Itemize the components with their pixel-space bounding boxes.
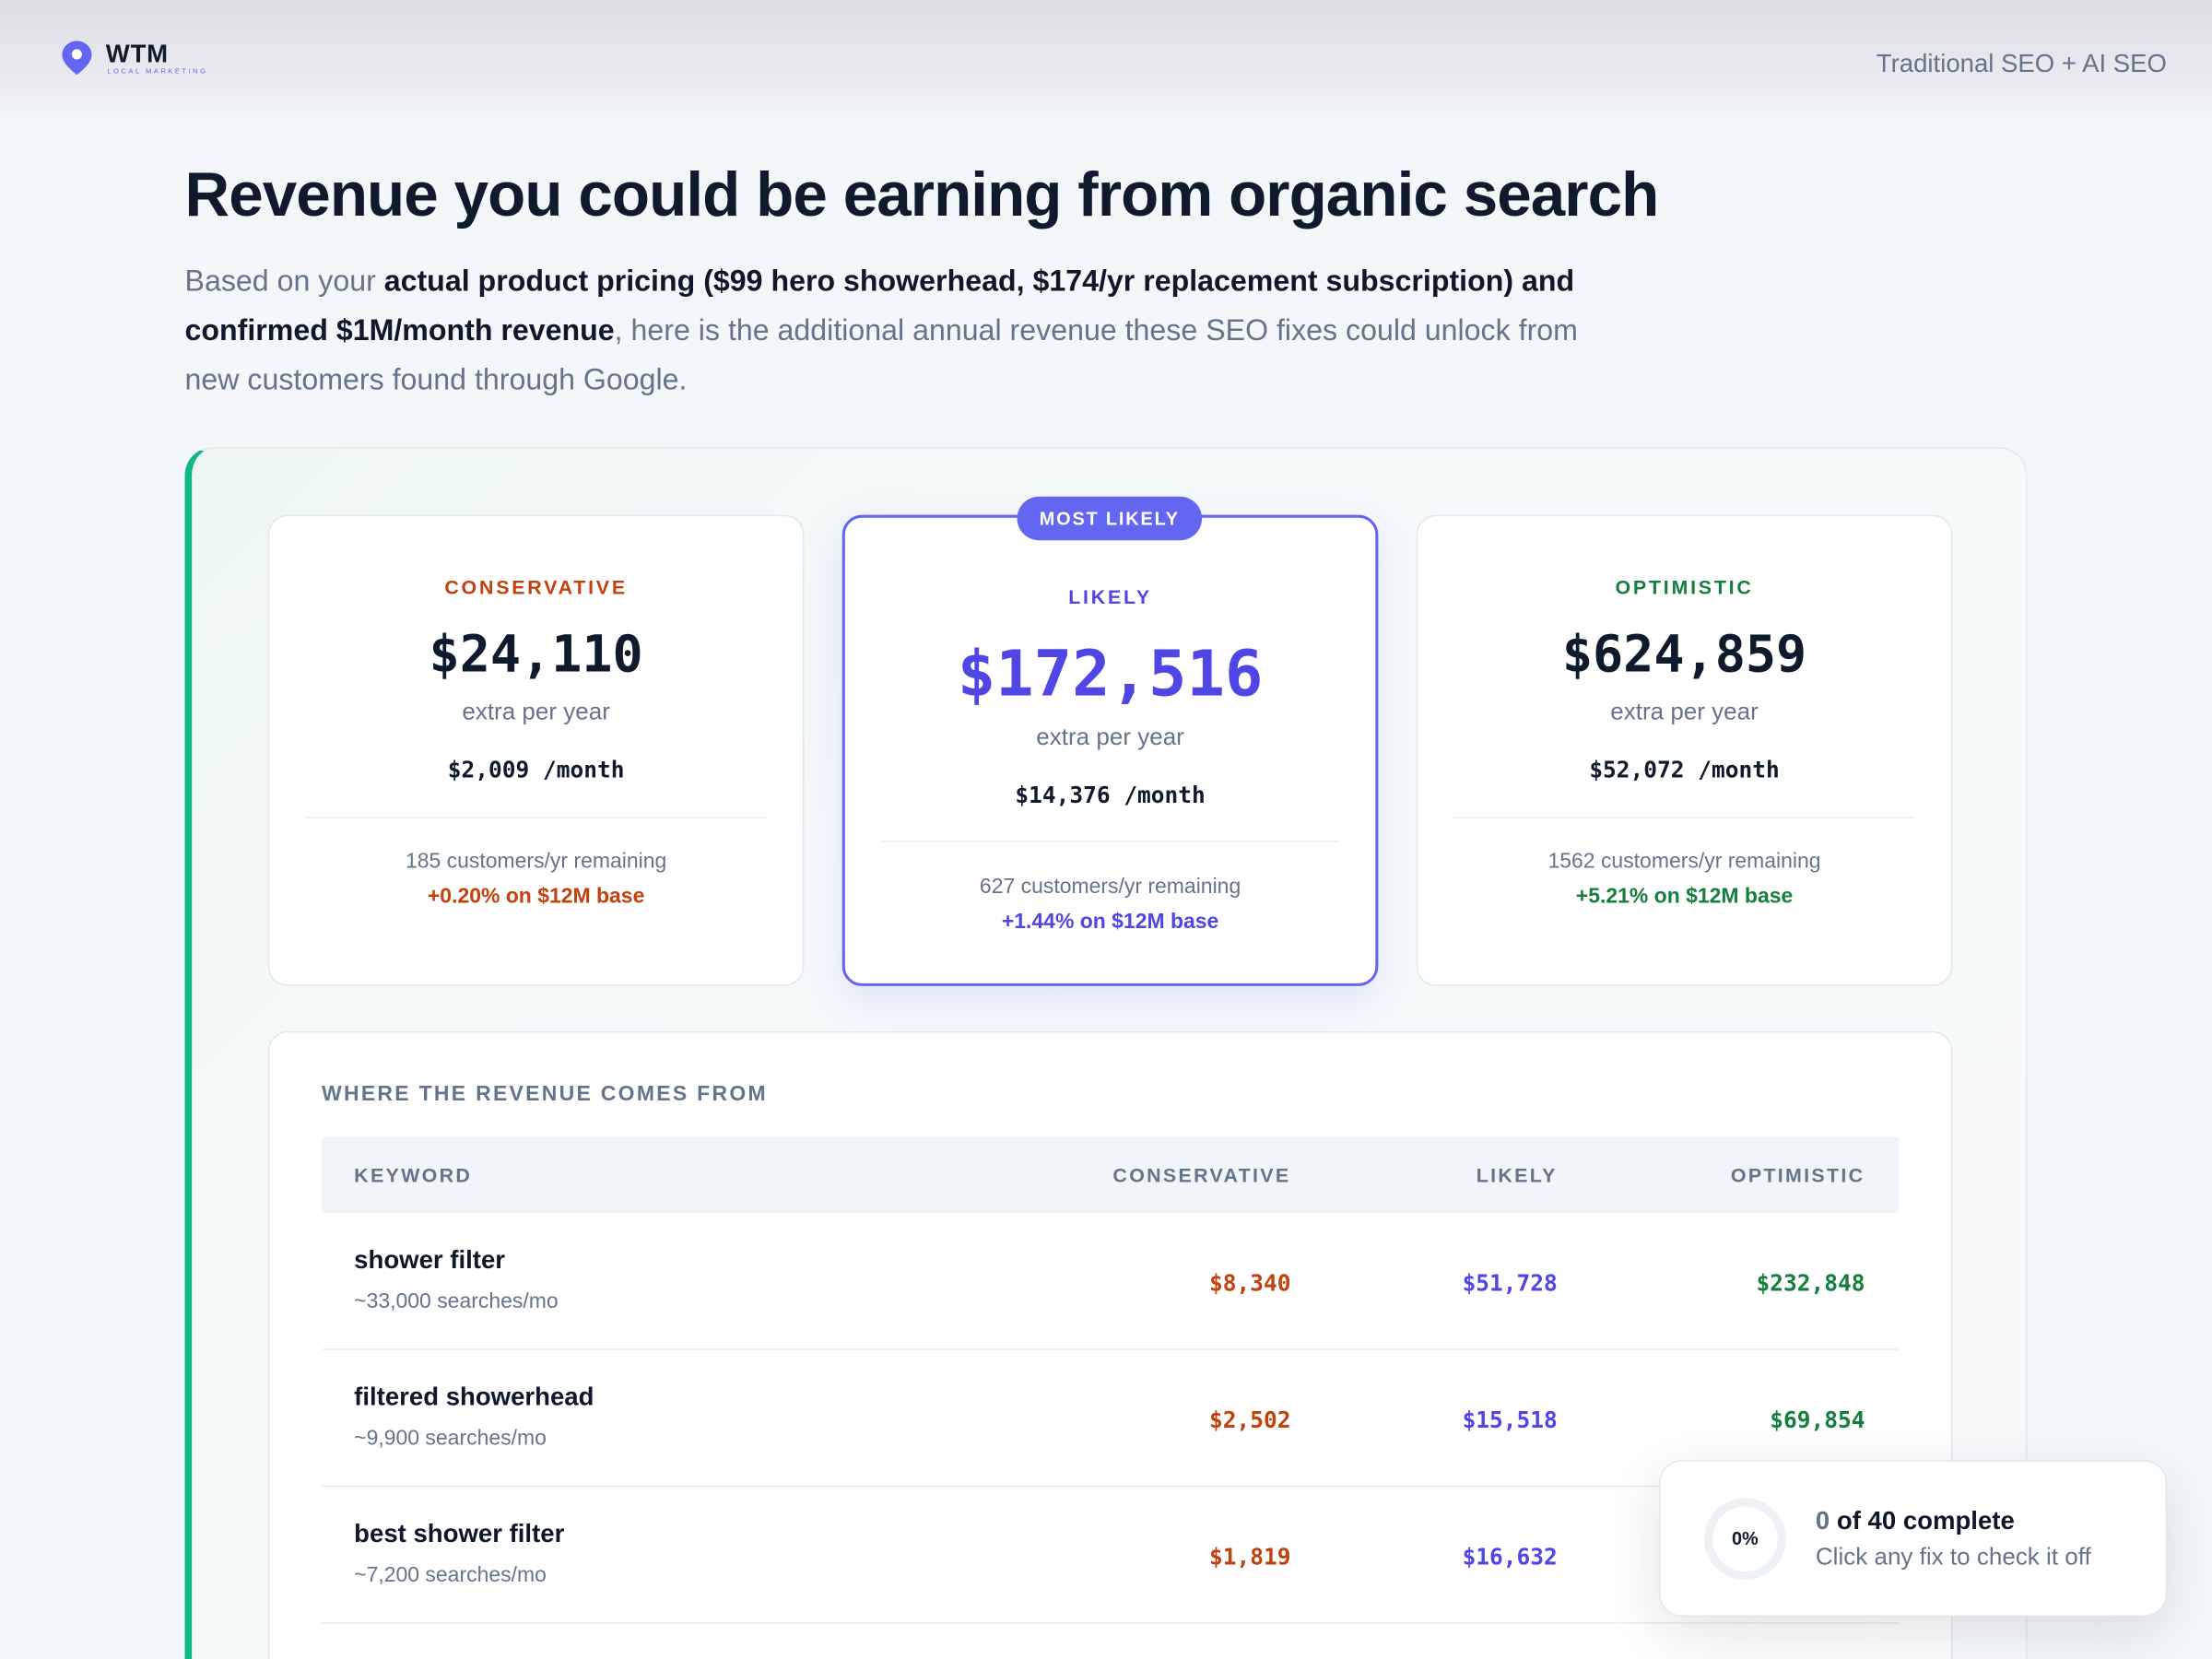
page-title: Revenue you could be earning from organi… [184, 160, 1660, 230]
search-volume: ~9,900 searches/mo [354, 1426, 547, 1451]
keyword-name: shower filter [354, 1245, 506, 1275]
intro-text: , here is the additional annual revenue … [184, 314, 1578, 397]
column-header-likely: LIKELY [1476, 1163, 1558, 1187]
column-header-keyword: KEYWORD [354, 1163, 473, 1187]
likely-value: $16,632 [1462, 1543, 1558, 1571]
divider [880, 841, 1341, 842]
optimistic-value: $69,854 [1770, 1406, 1865, 1434]
scenario-card-conservative: CONSERVATIVE $24,110 extra per year $2,0… [267, 514, 805, 986]
scenario-amount: $624,859 [1561, 626, 1807, 685]
scenario-monthly: $2,009 /month [447, 756, 625, 783]
scenario-amount: $172,516 [957, 636, 1264, 712]
search-volume: ~7,200 searches/mo [354, 1562, 547, 1587]
scenario-extra: extra per year [462, 698, 610, 725]
progress-widget[interactable]: 0% 0 of 40 complete Click any fix to che… [1658, 1460, 2168, 1618]
progress-count: 0 [1815, 1506, 1830, 1535]
table-row: filtered showerhead ~9,900 searches/mo $2,… [321, 1350, 1900, 1488]
scenario-base: +5.21% on $12M base [1575, 884, 1794, 909]
top-bar [0, 0, 2212, 127]
map-pin-logo-icon [62, 41, 92, 76]
keyword-name: filtered showerhead [354, 1382, 594, 1411]
keyword-name: best shower filter [354, 1519, 565, 1548]
scenario-card-optimistic: OPTIMISTIC $624,859 extra per year $52,0… [1416, 514, 1953, 986]
column-header-conservative: CONSERVATIVE [1112, 1163, 1291, 1187]
scenario-extra: extra per year [1036, 724, 1184, 751]
search-volume: ~33,000 searches/mo [354, 1288, 559, 1313]
column-header-optimistic: OPTIMISTIC [1730, 1163, 1865, 1187]
scenario-customers: 185 customers/yr remaining [405, 849, 667, 874]
progress-hint: Click any fix to check it off [1815, 1543, 2091, 1571]
logo-text: WTM [105, 39, 169, 68]
scenario-label: CONSERVATIVE [444, 575, 628, 598]
scenario-base: +1.44% on $12M base [1001, 910, 1219, 935]
conservative-value: $2,502 [1209, 1406, 1291, 1434]
table-header: KEYWORD CONSERVATIVE LIKELY OPTIMISTIC [321, 1136, 1900, 1214]
intro-emphasis: actual product pricing ($99 hero showerh… [184, 265, 1575, 347]
scenario-label: OPTIMISTIC [1615, 575, 1754, 598]
likely-value: $15,518 [1462, 1406, 1558, 1434]
logo-tagline: LOCAL MARKETING [107, 67, 208, 76]
scenario-customers: 627 customers/yr remaining [979, 874, 1241, 899]
divider [304, 817, 768, 818]
divider [1453, 817, 1916, 818]
scenario-base: +0.20% on $12M base [427, 884, 645, 909]
progress-total: of 40 complete [1830, 1506, 2015, 1535]
progress-title: 0 of 40 complete [1816, 1507, 2015, 1536]
scenario-amount: $24,110 [429, 626, 643, 685]
scenario-customers: 1562 customers/yr remaining [1547, 849, 1821, 874]
optimistic-value: $232,848 [1756, 1269, 1865, 1297]
conservative-value: $1,819 [1209, 1543, 1291, 1571]
header-tagline: Traditional SEO + AI SEO [1876, 49, 2168, 78]
intro-paragraph: Based on your actual product pricing ($9… [185, 257, 1610, 406]
progress-ring: 0% [1703, 1498, 1786, 1581]
scenario-extra: extra per year [1610, 698, 1759, 725]
conservative-value: $8,340 [1209, 1269, 1291, 1297]
table-row: shower filter ~33,000 searches/mo $8,340 $5… [321, 1213, 1900, 1350]
intro-text: Based on your [184, 265, 384, 298]
scenario-label: LIKELY [1068, 585, 1152, 608]
scenario-card-likely: LIKELY $172,516 extra per year $14,376 /… [841, 514, 1379, 986]
most-likely-badge: MOST LIKELY [1017, 496, 1203, 541]
section-title: WHERE THE REVENUE COMES FROM [321, 1081, 768, 1106]
scenario-monthly: $52,072 /month [1589, 756, 1780, 783]
table-row: best shower filter ~7,200 searches/mo $1,8… [321, 1487, 1900, 1624]
scenario-monthly: $14,376 /month [1015, 781, 1206, 809]
likely-value: $51,728 [1462, 1269, 1558, 1297]
